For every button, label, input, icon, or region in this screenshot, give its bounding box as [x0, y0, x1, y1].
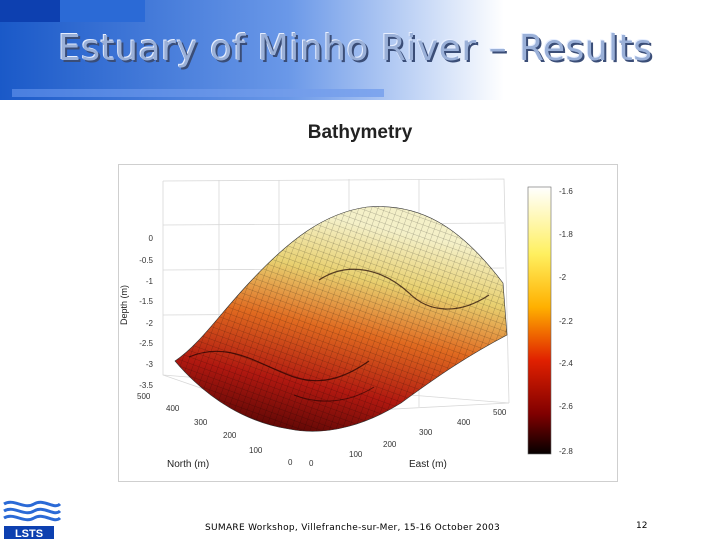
slide-subtitle: Bathymetry: [307, 122, 413, 143]
colorbar-tick: -1.8: [559, 230, 573, 239]
north-axis-label: North (m): [167, 459, 209, 470]
bathymetry-figure: 0 -0.5 -1 -1.5 -2 -2.5 -3 -3.5 Depth (m)…: [118, 164, 618, 482]
logo-text: LSTS: [15, 528, 43, 540]
header-accent-block-2: [60, 0, 145, 22]
colorbar-tick: -1.6: [559, 187, 573, 196]
colorbar: [527, 186, 552, 455]
east-tick: 0: [309, 459, 314, 468]
north-tick: 400: [166, 404, 180, 413]
colorbar-tick: -2.2: [559, 317, 573, 326]
east-tick: 100: [349, 450, 363, 459]
z-tick: -0.5: [139, 256, 153, 265]
z-axis-ticks: 0 -0.5 -1 -1.5 -2 -2.5 -3 -3.5: [139, 234, 153, 390]
z-axis-label: Depth (m): [119, 285, 129, 325]
colorbar-tick: -2: [559, 273, 567, 282]
footer-text: SUMARE Workshop, Villefranche-sur-Mer, 1…: [205, 523, 501, 533]
east-axis-label: East (m): [409, 459, 447, 470]
colorbar-tick: -2.4: [559, 359, 573, 368]
east-tick: 200: [383, 440, 397, 449]
east-tick: 300: [419, 428, 433, 437]
north-tick: 100: [249, 446, 263, 455]
surface-plot: 0 -0.5 -1 -1.5 -2 -2.5 -3 -3.5 Depth (m)…: [119, 178, 573, 470]
page-number: 12: [636, 521, 648, 531]
z-tick: 0: [149, 234, 154, 243]
east-tick: 400: [457, 418, 471, 427]
bathymetry-surface: [174, 206, 508, 432]
north-tick: 500: [137, 392, 151, 401]
east-axis-ticks: 0 100 200 300 400 500: [309, 408, 507, 468]
header-accent-block: [0, 0, 60, 22]
header-band: [0, 0, 720, 100]
z-tick: -2: [146, 319, 154, 328]
north-axis-ticks: 500 400 300 200 100 0: [137, 392, 293, 467]
colorbar-tick: -2.8: [559, 447, 573, 456]
colorbar-ticks: -1.6 -1.8 -2 -2.2 -2.4 -2.6 -2.8: [559, 187, 573, 456]
north-tick: 0: [288, 458, 293, 467]
title-underline: [12, 89, 384, 97]
slide-title: Estuary of Minho River – Results: [58, 28, 653, 69]
z-tick: -1: [146, 277, 154, 286]
lsts-logo: LSTS: [0, 494, 62, 540]
north-tick: 200: [223, 431, 237, 440]
z-tick: -3.5: [139, 381, 153, 390]
east-tick: 500: [493, 408, 507, 417]
z-tick: -3: [146, 360, 154, 369]
north-tick: 300: [194, 418, 208, 427]
colorbar-tick: -2.6: [559, 402, 573, 411]
z-tick: -2.5: [139, 339, 153, 348]
z-tick: -1.5: [139, 297, 153, 306]
